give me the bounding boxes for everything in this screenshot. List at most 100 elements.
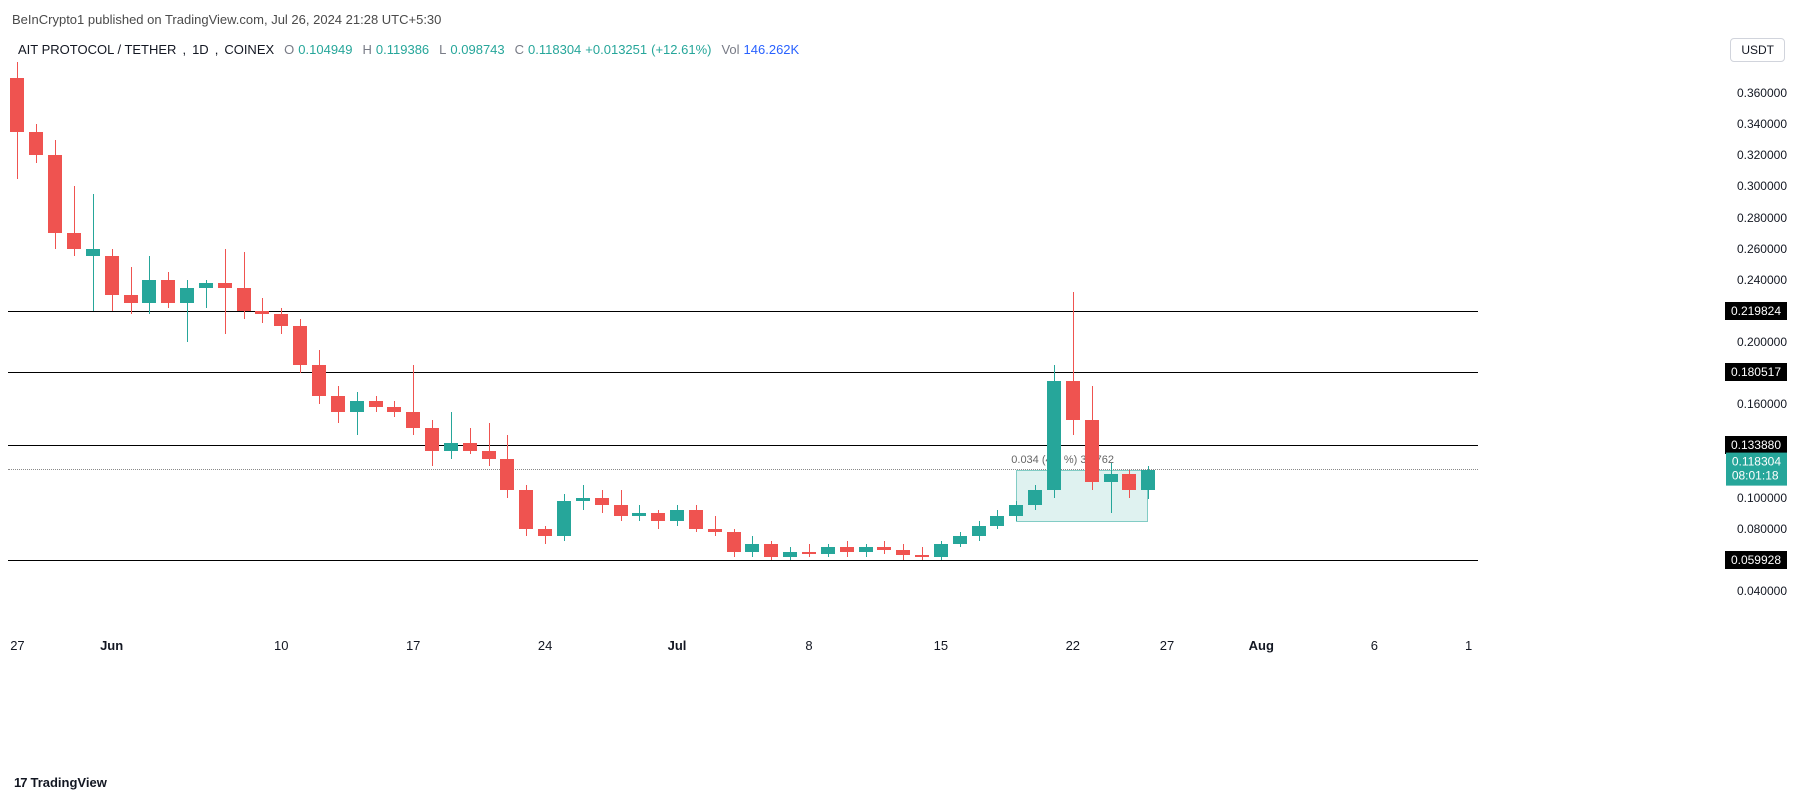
x-tick-label: Aug <box>1249 638 1274 653</box>
candle-body <box>500 459 514 490</box>
c-value: 0.118304 <box>528 42 581 57</box>
y-tick-label: 0.240000 <box>1737 273 1787 287</box>
candle-body <box>180 288 194 304</box>
x-tick-label: Jul <box>668 638 687 653</box>
vol-value: 146.262K <box>744 42 800 57</box>
symbol-info-bar: AIT PROTOCOL / TETHER , 1D , COINEX O 0.… <box>18 42 799 57</box>
candle-body <box>274 314 288 326</box>
o-label: O <box>284 42 294 57</box>
candle-body <box>255 311 269 314</box>
y-tick-label: 0.300000 <box>1737 179 1787 193</box>
candle-body <box>1066 381 1080 420</box>
h-value: 0.119386 <box>376 42 429 57</box>
l-label: L <box>439 42 446 57</box>
candle-body <box>1085 420 1099 482</box>
candle-body <box>406 412 420 428</box>
candle-body <box>10 78 24 132</box>
candle-body <box>1122 474 1136 490</box>
x-tick-label: 22 <box>1066 638 1080 653</box>
candle-body <box>67 233 81 249</box>
exchange: COINEX <box>224 42 274 57</box>
y-tick-label: 0.260000 <box>1737 242 1787 256</box>
candle-body <box>745 544 759 552</box>
candle-body <box>350 401 364 412</box>
y-level-tag: 0.133880 <box>1725 436 1787 454</box>
y-price-tag: 0.11830408:01:18 <box>1726 453 1787 486</box>
candle-body <box>237 288 251 311</box>
candle-body <box>821 547 835 553</box>
vol-label: Vol <box>721 42 739 57</box>
candle-body <box>48 155 62 233</box>
candle-body <box>896 550 910 555</box>
x-axis: 27Jun101724Jul8152227Aug61 <box>8 632 1478 662</box>
y-tick-label: 0.360000 <box>1737 86 1787 100</box>
candle-body <box>124 295 138 303</box>
candle-body <box>595 498 609 506</box>
candle-body <box>632 513 646 516</box>
tv-logo-icon: 17 <box>14 775 26 790</box>
candle-wick <box>1111 463 1112 513</box>
y-tick-label: 0.160000 <box>1737 397 1787 411</box>
candle-body <box>576 498 590 501</box>
candle-body <box>312 365 326 396</box>
candle-body <box>840 547 854 552</box>
candle-body <box>859 547 873 552</box>
candle-body <box>331 396 345 412</box>
candle-body <box>877 547 891 550</box>
candle-body <box>1047 381 1061 490</box>
y-tick-label: 0.100000 <box>1737 491 1787 505</box>
x-tick-label: 15 <box>934 638 948 653</box>
candle-body <box>670 510 684 521</box>
chart-area[interactable]: 0.034 (41. %) 34,762 <box>8 62 1478 622</box>
x-tick-label: 6 <box>1371 638 1378 653</box>
candle-body <box>538 529 552 537</box>
change-value: +0.013251 <box>585 42 647 57</box>
candle-wick <box>809 544 810 556</box>
candle-body <box>727 532 741 552</box>
change-pct: (+12.61%) <box>651 42 711 57</box>
candle-body <box>199 283 213 288</box>
y-axis: 0.360000 0.340000 0.320000 0.300000 0.280000… <box>1707 62 1787 622</box>
candle-body <box>369 401 383 407</box>
candle-body <box>142 280 156 303</box>
candle-body <box>614 505 628 516</box>
y-tick-label: 0.320000 <box>1737 148 1787 162</box>
interval: 1D <box>192 42 209 57</box>
y-tick-label: 0.340000 <box>1737 117 1787 131</box>
y-tick-label: 0.200000 <box>1737 335 1787 349</box>
candle-body <box>934 544 948 556</box>
horizontal-line <box>8 311 1478 312</box>
candle-body <box>482 451 496 459</box>
price-line <box>8 469 1478 470</box>
y-tick-label: 0.280000 <box>1737 211 1787 225</box>
candle-body <box>444 443 458 451</box>
candle-wick <box>922 547 923 559</box>
horizontal-line <box>8 445 1478 446</box>
footer-brand: 17 TradingView <box>14 775 107 790</box>
x-tick-label: 10 <box>274 638 288 653</box>
candle-body <box>972 526 986 537</box>
candle-body <box>1028 490 1042 506</box>
candle-body <box>1141 470 1155 490</box>
c-label: C <box>515 42 524 57</box>
x-tick-label: Jun <box>100 638 123 653</box>
y-level-tag: 0.219824 <box>1725 302 1787 320</box>
candle-body <box>990 516 1004 525</box>
publish-header: BeInCrypto1 published on TradingView.com… <box>12 12 441 27</box>
x-tick-label: 8 <box>805 638 812 653</box>
candle-body <box>463 443 477 451</box>
brand-text: TradingView <box>30 775 106 790</box>
candle-body <box>557 501 571 537</box>
candle-wick <box>489 423 490 467</box>
candle-body <box>425 428 439 451</box>
x-tick-label: 1 <box>1465 638 1472 653</box>
candle-body <box>105 256 119 295</box>
y-tick-label: 0.040000 <box>1737 584 1787 598</box>
candle-body <box>708 529 722 532</box>
candle-body <box>519 490 533 529</box>
x-tick-label: 24 <box>538 638 552 653</box>
candle-body <box>802 552 816 554</box>
candle-wick <box>451 412 452 459</box>
unit-badge[interactable]: USDT <box>1730 38 1785 62</box>
candle-body <box>218 283 232 288</box>
